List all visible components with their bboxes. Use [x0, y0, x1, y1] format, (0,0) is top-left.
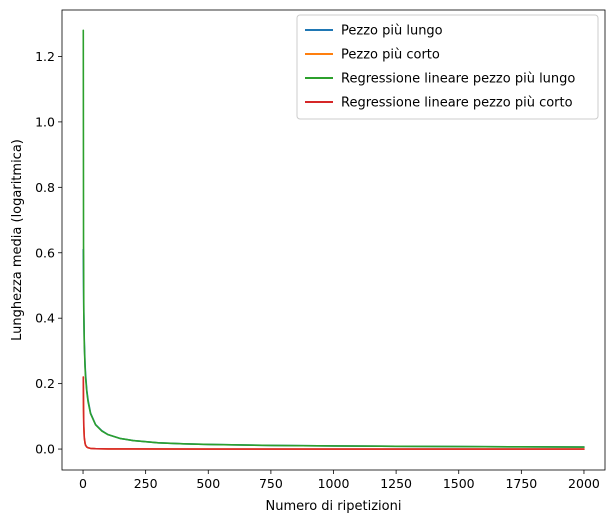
series-lines [82, 29, 585, 450]
legend-label-3: Regressione lineare pezzo più lungo [341, 72, 575, 87]
series-line-2 [82, 376, 585, 450]
legend: Pezzo più lungo Pezzo più corto Regression… [296, 14, 599, 120]
legend-label-1: Pezzo più lungo [341, 24, 443, 39]
x-tick-label: 750 [259, 476, 283, 491]
legend-box [296, 14, 599, 120]
x-tick-label: 0 [79, 476, 87, 491]
series-line-3 [82, 29, 585, 448]
y-tick-label: 1.2 [35, 49, 55, 64]
x-tick-label: 1000 [318, 476, 350, 491]
x-tick-label: 2000 [568, 476, 600, 491]
x-tick-label: 500 [196, 476, 220, 491]
x-tick-label: 1750 [505, 476, 537, 491]
x-tick-label: 1500 [443, 476, 475, 491]
x-axis-ticks: 0 250 500 750 1000 1250 1500 1750 2000 [79, 470, 600, 491]
series-line-4 [82, 376, 585, 450]
x-axis-label: Numero di ripetizioni [266, 499, 402, 514]
legend-label-4: Regressione lineare pezzo più corto [341, 96, 573, 111]
y-tick-label: 0.4 [35, 311, 55, 326]
legend-label-2: Pezzo più corto [341, 48, 440, 63]
series-line-1 [82, 248, 585, 448]
y-tick-label: 0.2 [35, 376, 55, 391]
y-axis-ticks: 0.0 0.2 0.4 0.6 0.8 1.0 1.2 [35, 49, 62, 457]
y-axis-label: Lunghezza media (logaritmica) [10, 139, 25, 341]
y-tick-label: 1.0 [35, 114, 55, 129]
x-tick-label: 1250 [380, 476, 412, 491]
y-tick-label: 0.6 [35, 245, 55, 260]
y-tick-label: 0.0 [35, 442, 55, 457]
y-tick-label: 0.8 [35, 180, 55, 195]
x-tick-label: 250 [134, 476, 158, 491]
